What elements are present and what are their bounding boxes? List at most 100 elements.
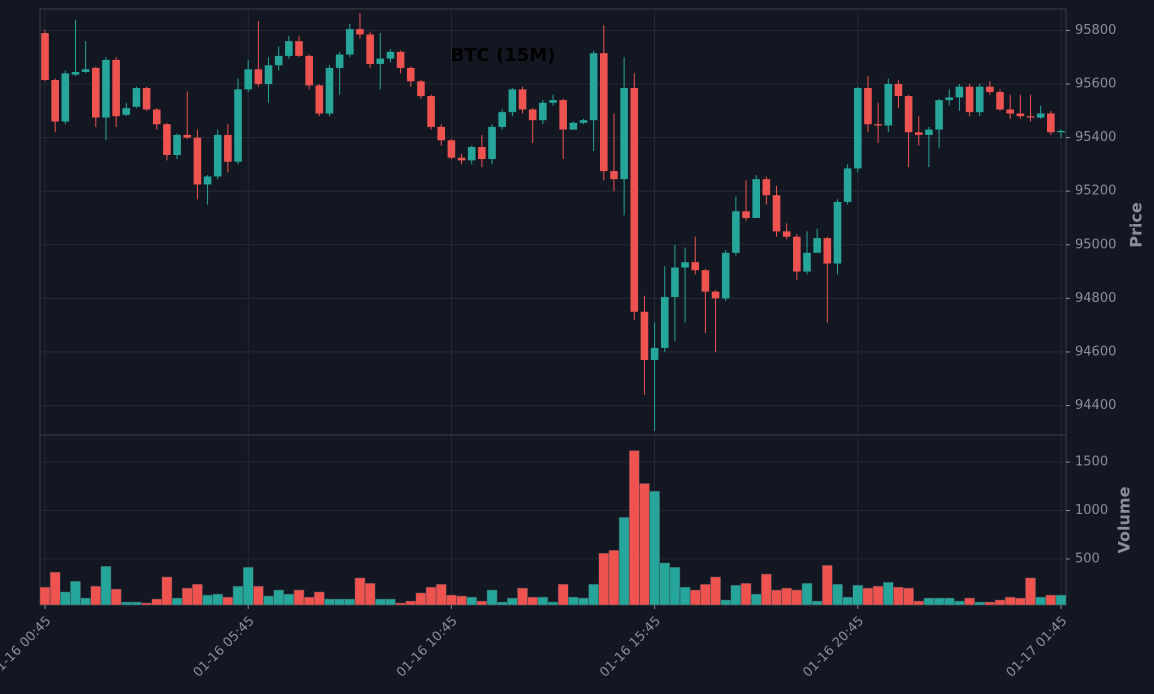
volume-bar	[293, 589, 305, 606]
volume-bar	[212, 593, 224, 606]
candle-body	[152, 109, 161, 125]
candle-body	[732, 211, 740, 253]
volume-tick-label: 500	[1075, 551, 1100, 566]
volume-bar	[679, 586, 691, 606]
volume-bar	[608, 550, 620, 606]
volume-bar	[496, 601, 508, 606]
candle-body	[528, 109, 537, 121]
volume-bar	[659, 562, 671, 606]
volume-bar	[1025, 577, 1036, 606]
candle-body	[539, 102, 547, 121]
y-tick-label: 94600	[1075, 344, 1116, 359]
volume-bar	[354, 577, 366, 606]
y-tick-label: 95400	[1075, 130, 1116, 145]
candle-body	[315, 85, 324, 114]
volume-tick-label: 1000	[1075, 503, 1108, 518]
volume-bar	[842, 596, 853, 606]
volume-bar	[405, 600, 417, 606]
candle-body	[813, 238, 821, 253]
candle-body	[346, 29, 354, 55]
candle-body	[244, 69, 252, 90]
volume-bar	[232, 585, 244, 606]
candle-body	[295, 41, 303, 56]
volume-bar	[253, 585, 264, 606]
volume-bar	[578, 597, 589, 606]
volume-bar	[984, 601, 996, 606]
candle-body	[904, 96, 913, 133]
volume-bar	[821, 565, 833, 606]
y-tick-label: 95800	[1075, 23, 1116, 38]
candle-body	[396, 51, 405, 68]
candle-body	[955, 86, 964, 98]
volume-bar	[415, 592, 427, 606]
volume-bar	[567, 596, 579, 606]
volume-bar	[882, 581, 894, 606]
volume-bar	[913, 600, 925, 606]
candle-body	[630, 88, 639, 312]
volume-bar	[903, 587, 914, 606]
volume-bar	[1035, 596, 1047, 606]
volume-bar	[832, 583, 843, 606]
candle-body	[203, 176, 212, 185]
candle-body	[213, 134, 222, 177]
volume-bar	[313, 591, 325, 606]
volume-bar	[303, 596, 315, 606]
candle-body	[305, 55, 313, 86]
candle-body	[589, 53, 598, 121]
volume-bar	[537, 596, 549, 606]
volume-bar	[517, 587, 528, 606]
volume-bar	[171, 597, 183, 606]
candle-body	[782, 231, 791, 237]
candle-body	[843, 168, 852, 202]
candle-body	[356, 29, 364, 35]
volume-bar	[344, 598, 356, 606]
volume-bar	[385, 598, 396, 606]
volume-bar	[507, 597, 518, 606]
candle-body	[51, 80, 59, 122]
candle-body	[1057, 130, 1065, 133]
volume-bar	[547, 601, 559, 606]
candle-body	[935, 100, 943, 130]
candle-body	[996, 92, 1004, 110]
candle-body	[427, 96, 435, 127]
candle-body	[691, 262, 700, 271]
candle-body	[467, 146, 476, 161]
candle-body	[914, 132, 923, 135]
candle-body	[752, 179, 760, 218]
candle-body	[772, 195, 781, 232]
candle-body	[1026, 116, 1035, 118]
y-tick-label: 95600	[1075, 77, 1116, 92]
volume-bar	[446, 594, 457, 606]
volume-bar	[110, 588, 122, 606]
candle-body	[508, 89, 517, 113]
volume-bar	[639, 483, 650, 606]
candle-body	[945, 97, 954, 101]
candle-body	[71, 71, 80, 75]
candle-body	[579, 120, 588, 123]
volume-bar	[486, 589, 498, 606]
candle-body	[742, 211, 750, 218]
y-tick-label: 95000	[1075, 237, 1116, 252]
volume-bar	[59, 591, 71, 606]
volume-bar	[334, 598, 345, 606]
candle-body	[234, 89, 242, 162]
volume-bar	[49, 571, 61, 606]
volume-bar	[100, 566, 112, 606]
volume-bar	[1004, 596, 1016, 606]
candle-body	[854, 88, 862, 169]
volume-bar	[893, 586, 904, 606]
volume-bar	[791, 589, 803, 606]
volume-bar	[598, 552, 610, 606]
volume-bar	[771, 589, 782, 606]
candle-body	[681, 262, 689, 268]
candle-body	[864, 88, 872, 125]
candle-body	[762, 179, 771, 196]
candle-body	[488, 126, 496, 160]
volume-bar	[811, 600, 823, 606]
volume-bar	[618, 517, 630, 606]
volume-bar	[39, 586, 51, 606]
candle-body	[1036, 113, 1045, 118]
candle-body	[335, 54, 344, 68]
candle-body	[142, 88, 151, 110]
